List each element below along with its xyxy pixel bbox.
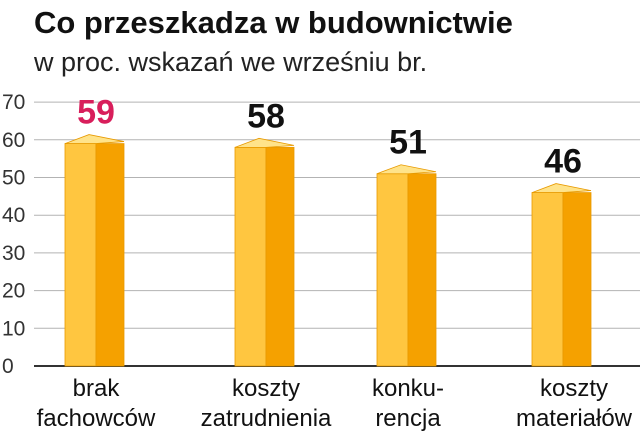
bar xyxy=(531,183,592,367)
bar-side-face xyxy=(95,143,125,367)
category-labels: brak fachowców koszty zatrudnienia konku-ren… xyxy=(37,375,633,432)
category-label: brak fachowców xyxy=(37,375,156,432)
category-label-line: fachowców xyxy=(37,405,156,432)
bar-top-face xyxy=(531,183,592,193)
y-tick-label: 10 xyxy=(2,317,25,340)
y-tick-label: 20 xyxy=(2,280,25,303)
bar-top-face xyxy=(376,164,437,175)
category-label: konku-rencja xyxy=(372,375,444,432)
bar-side-face xyxy=(265,146,295,367)
category-label: koszty zatrudnienia xyxy=(201,375,332,432)
y-tick-label: 70 xyxy=(2,91,25,114)
bar-front-face xyxy=(234,146,267,367)
bar-top-face xyxy=(64,134,125,144)
category-label-line: brak xyxy=(73,375,121,402)
value-labels: 59 58 51 46 xyxy=(77,94,582,181)
chart-title: Co przeszkadza w budownictwie xyxy=(34,5,513,40)
chart-subtitle: w proc. wskazań we wrześniu br. xyxy=(33,47,427,77)
value-label: 51 xyxy=(389,124,427,162)
bar xyxy=(234,137,295,367)
y-tick-label: 0 xyxy=(2,355,14,378)
category-label-line: materiałów xyxy=(516,405,633,432)
category-label-line: rencja xyxy=(375,405,441,432)
bar xyxy=(64,134,125,367)
bar-front-face xyxy=(376,173,409,367)
y-tick-label: 50 xyxy=(2,167,25,190)
category-label: koszty materiałów xyxy=(516,375,633,432)
bar-side-face xyxy=(562,192,592,367)
y-tick-label: 30 xyxy=(2,242,25,265)
category-label-line: konku- xyxy=(372,375,444,402)
category-label-line: koszty xyxy=(232,375,300,402)
bar-front-face xyxy=(531,192,564,367)
bar-side-face xyxy=(407,173,437,367)
y-axis-ticks: 0 10 20 30 40 50 60 70 xyxy=(2,91,25,378)
bar-front-face xyxy=(64,143,97,367)
bars xyxy=(64,134,592,367)
value-label: 59 xyxy=(77,94,115,132)
category-label-line: zatrudnienia xyxy=(201,405,332,432)
category-label-line: koszty xyxy=(540,375,608,402)
bar xyxy=(376,164,437,367)
value-label: 58 xyxy=(247,97,285,135)
y-tick-label: 40 xyxy=(2,204,25,227)
y-tick-label: 60 xyxy=(2,129,25,152)
value-label: 46 xyxy=(544,143,582,181)
bar-top-face xyxy=(234,137,295,148)
